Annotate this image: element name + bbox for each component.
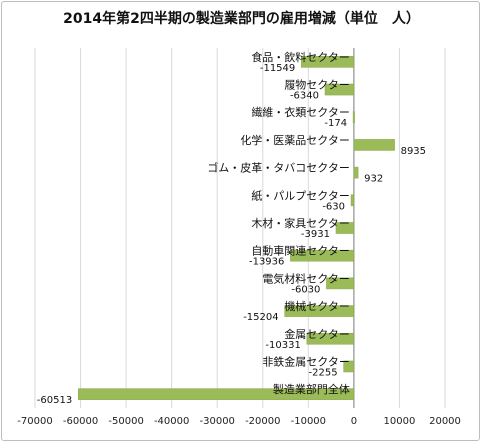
category-label: ゴム・皮革・タバコセクター [207, 161, 350, 175]
bar [350, 194, 355, 207]
bar [335, 222, 355, 234]
data-labels: -11549 -6340 -174 8935 932 -630 -3931 -13936 -60… [37, 63, 426, 406]
category-label: 非鉄金属セクター [262, 354, 350, 368]
x-tick-label: 20000 [429, 416, 461, 427]
category-label: 電気材料セクター [262, 271, 350, 285]
chart-title: 2014年第2四半期の製造業部門の雇用増減（単位 人） [63, 11, 420, 27]
x-tick-label: -30000 [200, 416, 235, 427]
bar [353, 139, 395, 151]
x-tick-label: -50000 [108, 416, 143, 427]
category-label: 履物セクター [284, 78, 350, 92]
category-label: 紙・パルプセクター [251, 188, 350, 202]
x-tick-label: 10000 [384, 416, 416, 427]
data-label: 8935 [401, 146, 426, 157]
bar [290, 249, 355, 262]
data-label: -6030 [291, 284, 320, 295]
x-axis-tick-labels: -70000 -60000 -50000 -40000 -30000 -20000 -100… [17, 416, 461, 427]
data-label: -11549 [260, 63, 295, 74]
category-label: 繊維・衣類セクター [251, 105, 350, 119]
category-label: 化学・医薬品セクター [240, 133, 350, 147]
gridlines [34, 48, 446, 408]
bar [77, 388, 355, 400]
x-tick-label: -40000 [154, 416, 189, 427]
bar [324, 83, 355, 96]
bars [77, 56, 395, 400]
data-label: -174 [324, 118, 347, 129]
x-tick-label: -20000 [245, 416, 280, 427]
x-tick-label: -60000 [63, 416, 98, 427]
data-label: -13936 [249, 257, 284, 268]
category-label: 機械セクター [284, 299, 350, 313]
data-label: -630 [322, 201, 345, 212]
bar [306, 332, 355, 345]
bar [284, 305, 355, 317]
bar [353, 166, 359, 179]
bar [326, 277, 355, 290]
data-label: 932 [364, 174, 383, 185]
x-tick-label: -70000 [17, 416, 52, 427]
x-tick-label: 0 [351, 416, 357, 427]
x-tick-label: -10000 [291, 416, 326, 427]
category-label: 金属セクター [284, 327, 350, 341]
category-label: 自動車関連セクター [251, 244, 350, 258]
data-label: -10331 [265, 340, 300, 351]
data-label: -2255 [309, 367, 338, 378]
data-label: -6340 [290, 91, 319, 102]
category-labels: 食品・飲料セクター履物セクター繊維・衣類セクター化学・医薬品セクターゴム・皮革・… [207, 50, 350, 396]
data-label: -3931 [301, 229, 330, 240]
data-label: -60513 [37, 395, 72, 406]
category-label: 食品・飲料セクター [251, 50, 350, 64]
bar [301, 56, 355, 68]
category-label: 製造業部門全体 [273, 382, 350, 396]
data-label: -15204 [243, 312, 278, 323]
bar [352, 111, 355, 124]
category-label: 木材・家具セクター [251, 216, 350, 230]
bar [343, 360, 355, 373]
